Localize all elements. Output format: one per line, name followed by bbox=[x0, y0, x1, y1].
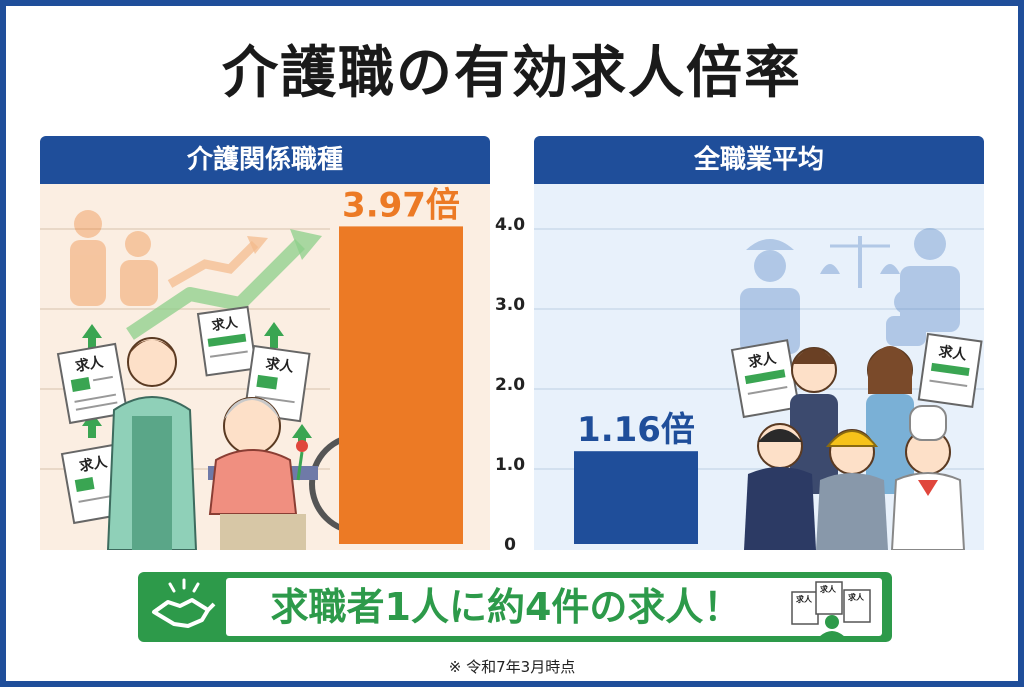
background-professionals-icon bbox=[740, 228, 960, 354]
y-tick-label: 2.0 bbox=[495, 375, 525, 395]
page-title: 介護職の有効求人倍率 bbox=[222, 41, 802, 106]
y-tick-label: 4.0 bbox=[495, 215, 525, 235]
svg-text:求人: 求人 bbox=[747, 349, 779, 371]
footnote: ※ 令和7年3月時点 bbox=[448, 658, 576, 676]
svg-text:求人: 求人 bbox=[820, 584, 837, 594]
bar-care bbox=[339, 226, 463, 544]
banner-text: 求職者1人に約4件の求人！ bbox=[270, 585, 742, 629]
handshake-icon bbox=[152, 578, 216, 628]
bar-all-jobs bbox=[574, 451, 698, 544]
workers-group-icon bbox=[744, 346, 966, 550]
y-tick-label: 0 bbox=[504, 535, 516, 555]
y-tick-label: 1.0 bbox=[495, 455, 525, 475]
up-arrow-icon bbox=[82, 322, 312, 450]
svg-text:求人: 求人 bbox=[78, 453, 110, 475]
all-jobs-panel-header: 全職業平均 bbox=[534, 136, 984, 184]
elderly-woman-wheelchair-icon bbox=[208, 397, 411, 550]
care-illustration: 求人 求人 求人 bbox=[40, 210, 411, 550]
care-panel-header: 介護関係職種 bbox=[40, 136, 490, 184]
bar-chart: 3.97倍 1.16倍 0 1.0 2.0 3.0 4.0 bbox=[339, 185, 698, 555]
banner-text-box: 求職者1人に約4件の求人！ 求人 求人 求人 bbox=[226, 578, 882, 638]
job-offer-card-icon: 求人 求人 bbox=[730, 332, 983, 419]
summary-banner: 求職者1人に約4件の求人！ 求人 求人 求人 bbox=[138, 572, 892, 642]
svg-text:求人: 求人 bbox=[265, 355, 296, 376]
svg-text:求人: 求人 bbox=[796, 594, 813, 604]
value-label-all-jobs: 1.16倍 bbox=[577, 410, 695, 450]
svg-text:求人: 求人 bbox=[848, 592, 865, 602]
svg-text:求人: 求人 bbox=[74, 353, 106, 375]
svg-text:求人: 求人 bbox=[938, 343, 969, 364]
value-label-care: 3.97倍 bbox=[342, 185, 460, 225]
caregiver-icon bbox=[106, 337, 198, 550]
y-tick-label: 3.0 bbox=[495, 295, 525, 315]
job-documents-person-icon: 求人 求人 求人 bbox=[791, 581, 871, 638]
workers-illustration: 求人 求人 bbox=[534, 228, 984, 550]
svg-text:求人: 求人 bbox=[211, 315, 240, 335]
background-caregivers-icon bbox=[70, 210, 158, 306]
rising-arrow-icon bbox=[126, 229, 322, 340]
infographic-frame: 介護職の有効求人倍率 介護関係職種 bbox=[6, 6, 1018, 681]
